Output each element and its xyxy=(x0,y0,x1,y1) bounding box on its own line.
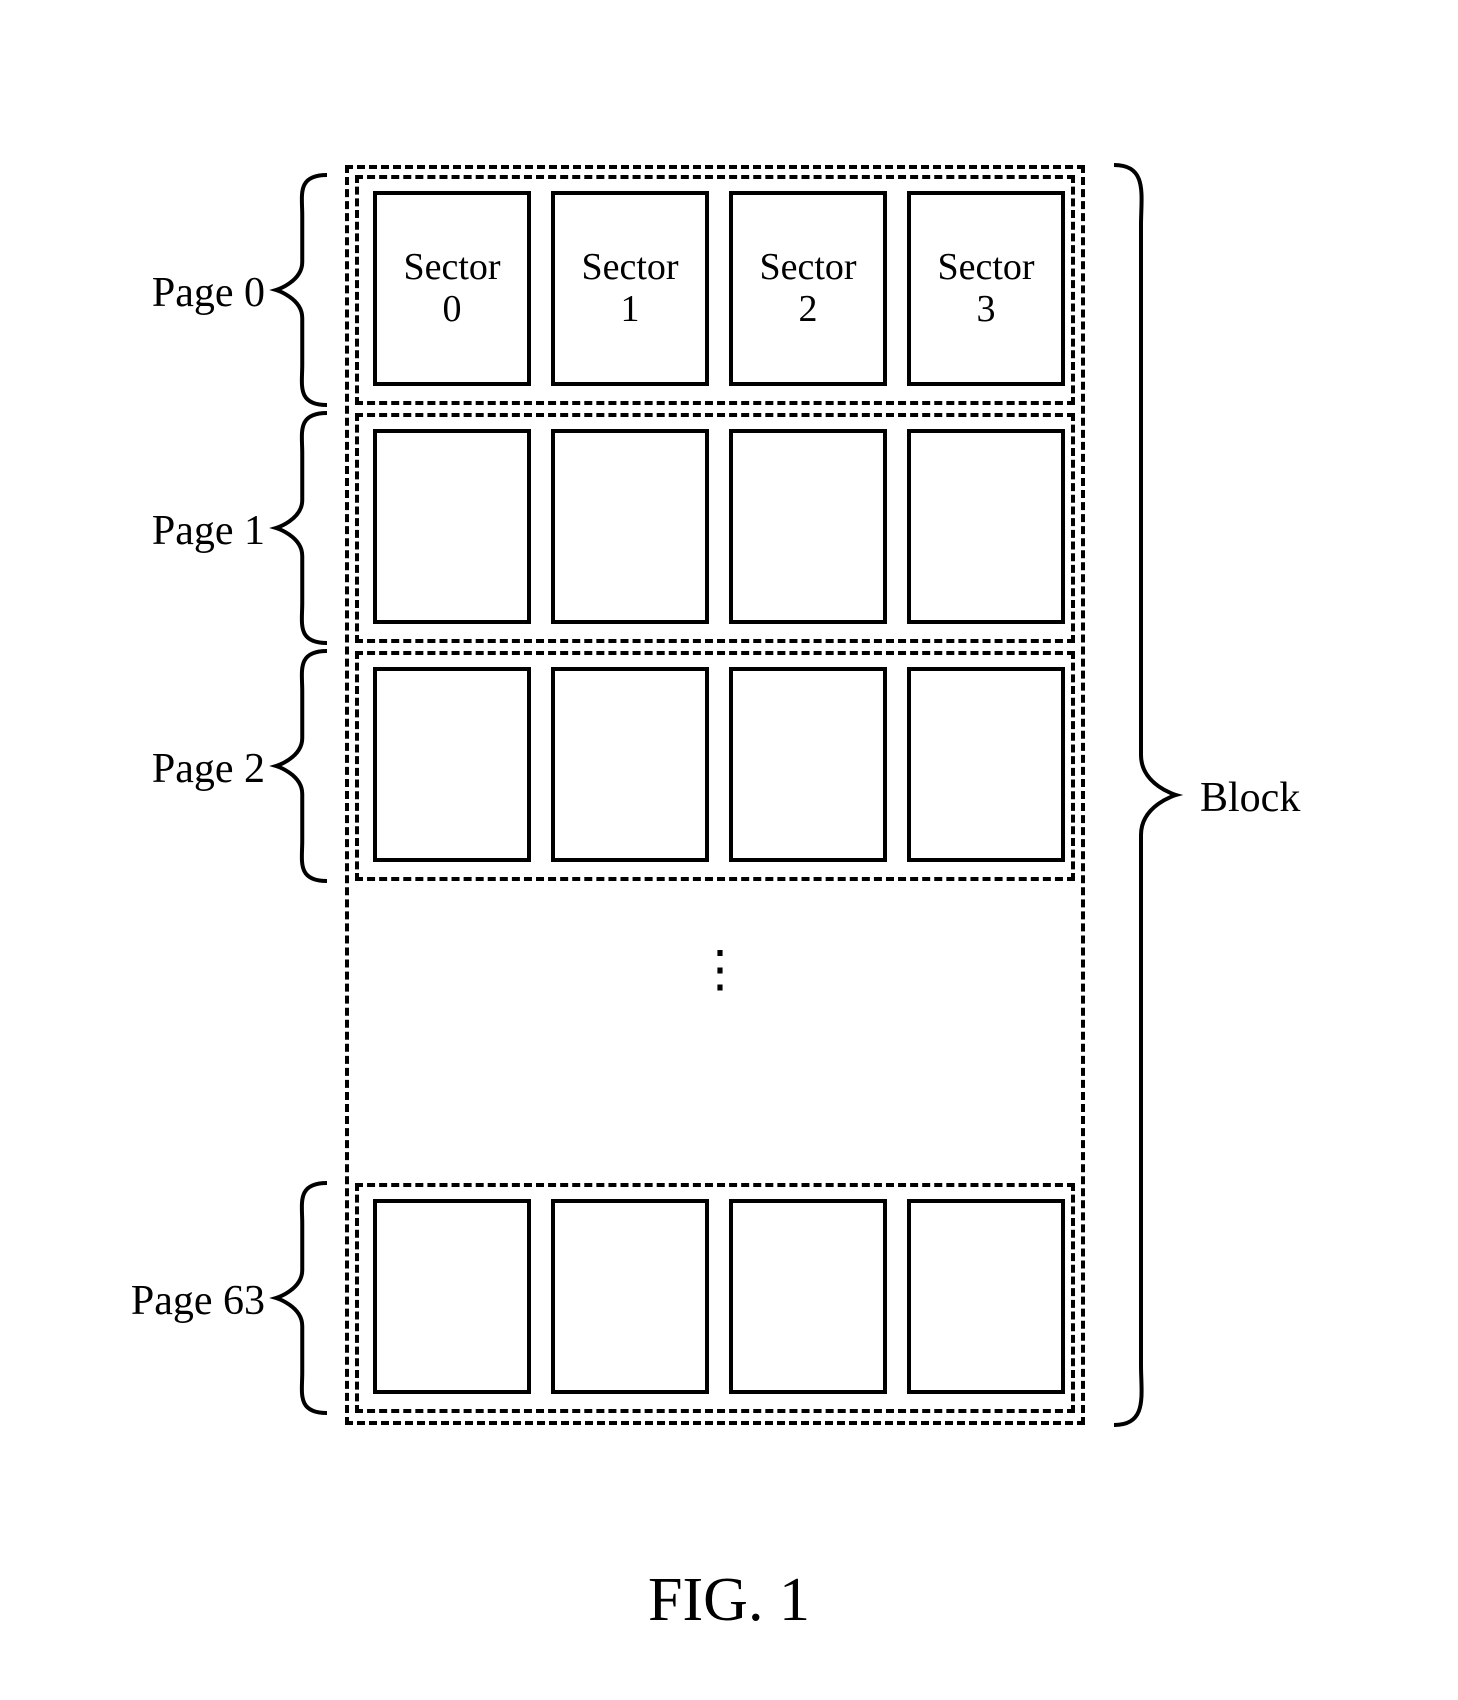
page-label: Page 2 xyxy=(65,745,265,793)
sector-label: Sector xyxy=(403,247,500,289)
page-brace xyxy=(272,1173,337,1423)
sector xyxy=(907,429,1065,624)
sector xyxy=(729,429,887,624)
figure: Sector0Sector1Sector2Sector3Page 0Page 1… xyxy=(0,0,1458,1700)
sector: Sector3 xyxy=(907,191,1065,386)
sector: Sector1 xyxy=(551,191,709,386)
sector xyxy=(907,667,1065,862)
sector xyxy=(907,1199,1065,1394)
block-brace xyxy=(1106,145,1206,1445)
sector xyxy=(373,429,531,624)
page-brace xyxy=(272,403,337,653)
sector xyxy=(551,1199,709,1394)
sector: Sector2 xyxy=(729,191,887,386)
sector: Sector0 xyxy=(373,191,531,386)
page-label: Page 63 xyxy=(65,1277,265,1325)
sector-label: Sector xyxy=(937,247,1034,289)
sector xyxy=(729,667,887,862)
sector xyxy=(551,667,709,862)
page-brace xyxy=(272,641,337,891)
sector xyxy=(551,429,709,624)
figure-caption: FIG. 1 xyxy=(0,1565,1458,1636)
sector xyxy=(729,1199,887,1394)
block-label: Block xyxy=(1200,774,1300,822)
sector-label: Sector xyxy=(581,247,678,289)
sector-label: 1 xyxy=(621,289,640,331)
sector xyxy=(373,1199,531,1394)
ellipsis: ⋮ xyxy=(695,940,747,998)
sector xyxy=(373,667,531,862)
sector-label: 2 xyxy=(799,289,818,331)
page-label: Page 0 xyxy=(65,269,265,317)
sector-label: Sector xyxy=(759,247,856,289)
page-label: Page 1 xyxy=(65,507,265,555)
page-brace xyxy=(272,165,337,415)
sector-label: 3 xyxy=(977,289,996,331)
sector-label: 0 xyxy=(443,289,462,331)
